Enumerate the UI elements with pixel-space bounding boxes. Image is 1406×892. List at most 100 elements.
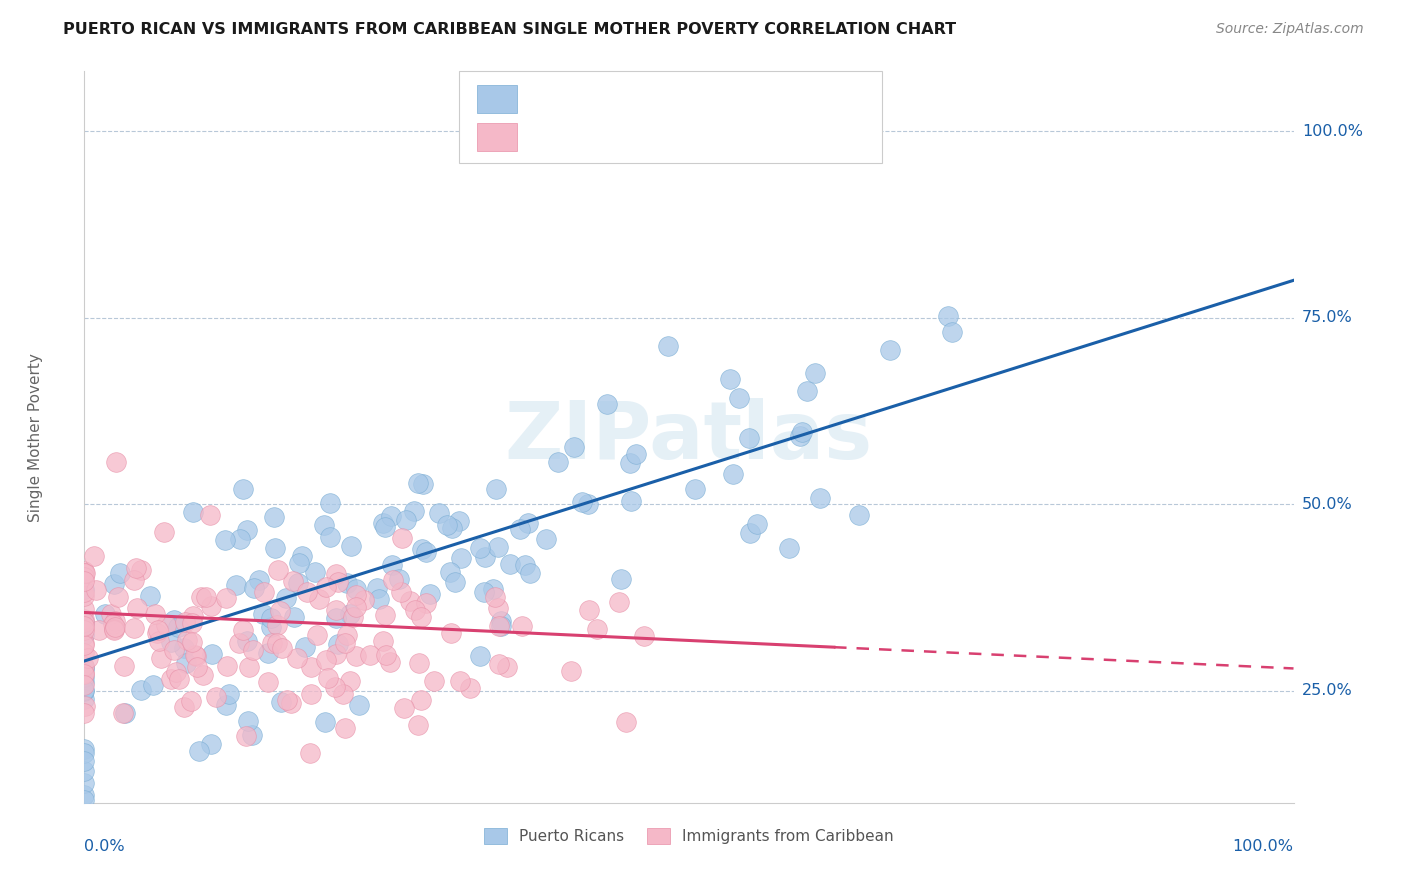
Point: [427, 506, 450, 520]
Point: [419, 586, 441, 600]
Point: [173, 700, 195, 714]
Point: [73, 684, 96, 698]
Point: [304, 565, 326, 579]
Point: [73, 616, 96, 631]
Point: [73, 564, 96, 578]
Point: [571, 495, 593, 509]
Point: [73, 570, 96, 584]
Point: [260, 636, 283, 650]
Point: [264, 541, 287, 555]
Point: [180, 694, 202, 708]
Point: [316, 671, 339, 685]
Point: [73, 638, 96, 652]
Point: [93, 607, 115, 622]
Text: 25.0%: 25.0%: [1302, 683, 1353, 698]
Point: [167, 672, 190, 686]
Point: [73, 764, 96, 778]
Point: [142, 678, 165, 692]
Point: [139, 589, 162, 603]
Point: [633, 629, 655, 643]
Point: [319, 531, 342, 545]
Point: [488, 657, 510, 671]
Point: [657, 339, 679, 353]
Point: [73, 628, 96, 642]
Point: [215, 698, 238, 712]
Point: [83, 549, 105, 563]
Point: [344, 648, 367, 663]
Text: ZIPatlas: ZIPatlas: [505, 398, 873, 476]
Point: [104, 614, 127, 628]
Point: [73, 833, 96, 847]
Point: [73, 788, 96, 802]
Point: [344, 582, 367, 597]
Point: [269, 604, 291, 618]
Point: [73, 678, 96, 692]
Point: [124, 573, 146, 587]
Point: [388, 572, 411, 586]
Point: [344, 588, 367, 602]
Point: [796, 384, 818, 399]
Point: [201, 648, 224, 662]
Point: [747, 516, 769, 531]
Point: [808, 491, 831, 506]
Point: [450, 551, 472, 566]
Point: [107, 591, 129, 605]
Point: [610, 572, 633, 586]
Point: [404, 602, 426, 616]
Point: [299, 687, 322, 701]
Point: [163, 613, 186, 627]
Point: [242, 642, 264, 657]
Point: [353, 593, 375, 607]
Point: [253, 584, 276, 599]
Point: [415, 545, 437, 559]
Point: [380, 509, 402, 524]
Point: [198, 508, 221, 522]
Point: [371, 633, 394, 648]
Point: [73, 776, 96, 790]
Point: [205, 690, 228, 704]
Point: [422, 673, 444, 688]
Point: [409, 693, 432, 707]
Point: [441, 521, 464, 535]
Point: [440, 626, 463, 640]
Point: [789, 429, 811, 443]
Point: [398, 593, 420, 607]
Point: [620, 493, 643, 508]
Point: [436, 517, 458, 532]
Point: [607, 595, 630, 609]
Point: [73, 662, 96, 676]
Point: [259, 620, 281, 634]
Point: [257, 647, 280, 661]
Point: [447, 514, 470, 528]
Point: [252, 607, 274, 622]
Point: [163, 642, 186, 657]
Point: [111, 706, 134, 720]
Point: [270, 641, 292, 656]
Point: [165, 665, 187, 680]
Point: [73, 754, 96, 768]
Point: [562, 440, 585, 454]
Point: [374, 520, 396, 534]
Point: [114, 706, 136, 721]
Point: [305, 628, 328, 642]
Point: [406, 718, 429, 732]
Point: [368, 592, 391, 607]
Point: [381, 558, 404, 572]
Point: [103, 622, 125, 636]
Point: [184, 649, 207, 664]
Point: [235, 634, 257, 648]
Text: N = 142: N = 142: [707, 128, 782, 146]
Point: [266, 617, 288, 632]
Point: [728, 391, 751, 405]
Point: [73, 615, 96, 629]
Point: [73, 675, 96, 690]
Point: [468, 541, 491, 556]
Point: [73, 589, 96, 603]
Point: [73, 636, 96, 650]
Point: [314, 715, 336, 730]
Point: [274, 591, 297, 605]
Point: [235, 729, 257, 743]
Point: [614, 715, 637, 730]
Point: [412, 477, 434, 491]
Point: [270, 695, 292, 709]
